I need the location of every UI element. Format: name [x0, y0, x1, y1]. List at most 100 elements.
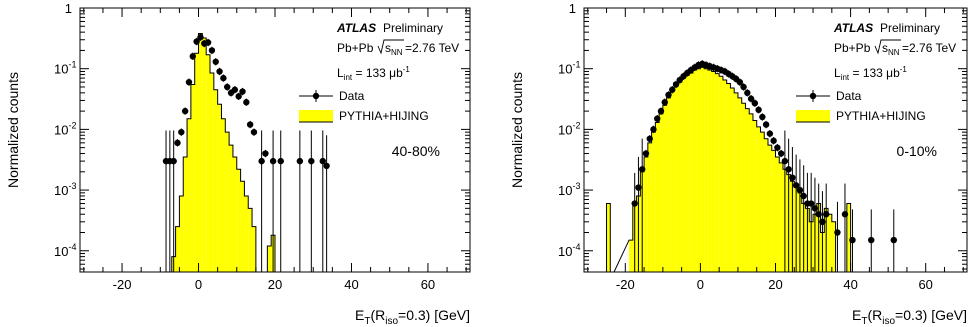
mc-bar [217, 104, 222, 272]
data-point [170, 157, 177, 165]
data-point [789, 174, 796, 181]
mc-bar [692, 70, 697, 272]
legend-mc-swatch [299, 110, 333, 122]
data-point [220, 74, 227, 82]
data-point [635, 184, 642, 191]
x-tick-label: 20 [768, 277, 782, 292]
data-point [740, 83, 747, 91]
data-point [235, 93, 242, 100]
mc-bar [681, 78, 686, 272]
data-point [308, 157, 315, 165]
mc-bar [232, 157, 237, 272]
mc-bar [248, 208, 253, 272]
legend-mc-label: PYTHIA+HIJING [339, 109, 429, 123]
data-point [796, 186, 804, 194]
atlas-label: ATLAS [336, 21, 376, 35]
mc-bar [662, 105, 667, 272]
mc-bar [831, 221, 836, 272]
x-tick-label: -20 [113, 277, 132, 292]
data-point [672, 81, 680, 88]
mc-bar [737, 97, 742, 272]
data-point [246, 121, 254, 128]
x-tick-label: -20 [616, 277, 635, 292]
mc-bar [187, 118, 191, 272]
data-point [189, 53, 196, 60]
mc-bar [179, 195, 184, 272]
y-axis-label: Normalized counts [5, 72, 21, 188]
data-point [258, 157, 265, 165]
mc-bar [229, 145, 233, 272]
x-axis-label: ET(Riso=0.3) [GeV] [355, 307, 470, 327]
data-point [193, 38, 200, 45]
mc-bar [719, 76, 723, 272]
mc-bar [644, 157, 648, 272]
mc-bar [175, 226, 180, 272]
data-point [744, 89, 751, 97]
data-point [639, 166, 646, 173]
legend-mc-swatch [796, 110, 830, 122]
y-tick-label: 1 [569, 1, 576, 16]
mc-bar [756, 126, 761, 272]
mc-bar [711, 71, 716, 272]
y-tick-label: 10-4 [558, 242, 580, 259]
mc-bar [771, 150, 776, 272]
mc-outline [164, 33, 279, 272]
mc-bar [745, 108, 750, 272]
y-tick-label: 10-3 [54, 181, 76, 198]
mc-bar [741, 103, 746, 272]
sqrt-sign [377, 39, 404, 55]
mc-bar [764, 138, 768, 272]
mc-bar [183, 157, 188, 272]
data-point [181, 107, 189, 115]
mc-bar [760, 132, 765, 272]
data-point [834, 229, 841, 236]
data-point [815, 211, 822, 218]
panel-0-10: -20 0 20 40 60 10-4 10-3 10-2 10-1 1 Normalized co… [509, 1, 968, 327]
mc-bar [267, 245, 272, 272]
x-tick-label: 20 [268, 277, 282, 292]
mc-bar [707, 70, 712, 272]
mc-bar [689, 72, 693, 272]
y-tick-label: 10-3 [558, 181, 580, 198]
mc-bar [767, 145, 772, 272]
mc-bar [726, 83, 731, 272]
data-point [774, 144, 781, 151]
data-point [646, 135, 653, 142]
atlas-label: ATLAS [833, 21, 873, 35]
x-tick-label: 60 [421, 277, 435, 292]
sqrt-s: sNN [882, 41, 900, 57]
y-tick-label: 1 [65, 1, 72, 16]
data-point [792, 182, 800, 189]
data-point [212, 58, 219, 65]
data-point [319, 157, 326, 165]
mc-bar [722, 80, 727, 272]
mc-bar [734, 92, 738, 272]
mc-bar [202, 38, 207, 272]
data-point [231, 86, 239, 93]
luminosity-label: Lint = 133 μb-1 [337, 65, 410, 82]
mc-bar [629, 240, 633, 272]
x-tick-label: 40 [843, 277, 857, 292]
data-point [811, 205, 819, 212]
panel-40-80: -20 0 20 40 60 10-4 10-3 10-2 10-1 1 Normalized co… [5, 1, 471, 327]
mc-bar [828, 214, 832, 272]
data-point [661, 99, 668, 106]
mc-bar [210, 72, 214, 272]
plot-area [162, 33, 330, 272]
luminosity-label: Lint = 133 μb-1 [834, 65, 907, 82]
data-point [841, 211, 849, 218]
data-point [197, 34, 204, 41]
mc-bar [677, 82, 682, 272]
data-point [243, 99, 250, 106]
data-point [751, 99, 759, 107]
data-point [262, 150, 269, 157]
mc-bar [685, 75, 690, 272]
mc-bar [846, 203, 851, 272]
data-point [296, 157, 304, 165]
data-point [323, 162, 330, 170]
data-point [766, 130, 774, 137]
mc-bar [213, 89, 218, 272]
sqrt-sign [874, 39, 901, 55]
centrality-label: 0-10% [897, 143, 937, 159]
